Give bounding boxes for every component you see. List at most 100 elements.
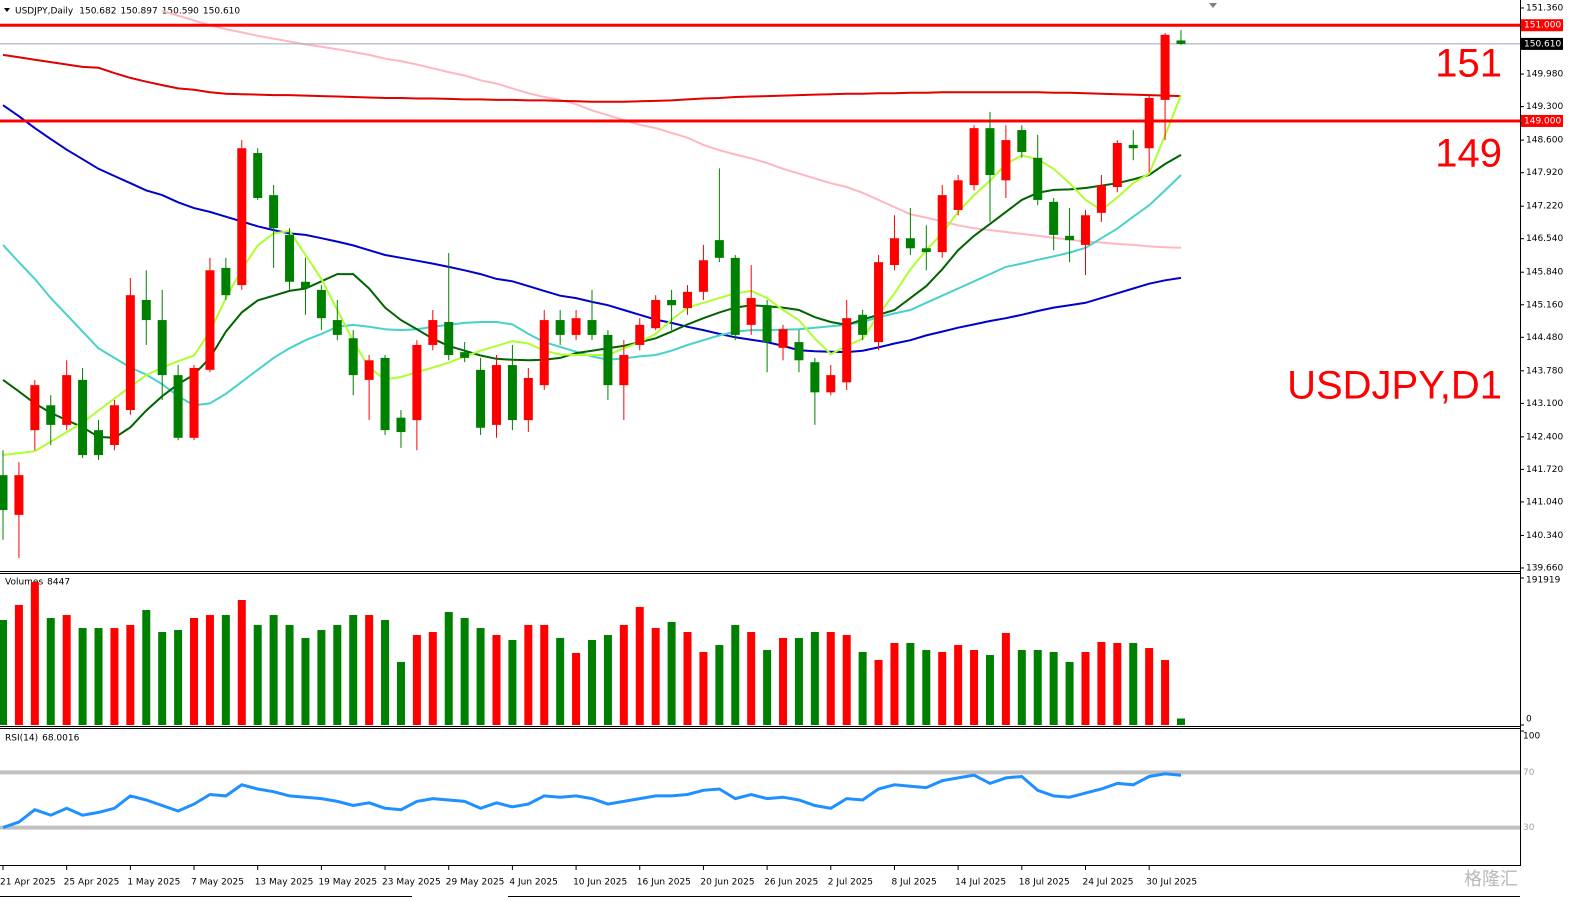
candle-body xyxy=(1001,140,1011,181)
price-plot xyxy=(0,9,1520,558)
volume-bar xyxy=(1065,661,1074,725)
annotation: 151 xyxy=(1435,42,1502,86)
volume-bar xyxy=(922,650,931,725)
menu-marker xyxy=(4,8,10,12)
volume-bar xyxy=(954,645,963,725)
volume-bar xyxy=(396,661,405,725)
y-tick-label: 145.160 xyxy=(1526,300,1563,310)
candle-body xyxy=(46,405,56,425)
candle-body xyxy=(889,238,899,266)
annotation: USDJPY,D1 xyxy=(1287,364,1502,408)
volume-bar xyxy=(683,632,692,725)
candle-body xyxy=(78,379,88,456)
x-tick-label: 16 Jun 2025 xyxy=(637,878,691,888)
candle-body xyxy=(237,148,247,286)
axis-price-label: 151.000 xyxy=(1524,21,1561,31)
candle-body xyxy=(826,375,836,393)
y-tick-label: 143.780 xyxy=(1526,366,1563,376)
volume-bar xyxy=(317,630,326,725)
shift-marker xyxy=(1209,3,1217,8)
candle-body xyxy=(1096,185,1106,213)
x-tick-label: 23 May 2025 xyxy=(382,878,441,888)
candle-body xyxy=(125,295,135,411)
y-tick-label: 145.840 xyxy=(1526,268,1563,278)
volume-bar xyxy=(540,624,549,725)
candle-body xyxy=(730,257,740,335)
volume-bar xyxy=(635,606,644,725)
volume-bar xyxy=(62,615,71,725)
y-tick-label: 0 xyxy=(1526,715,1532,725)
volume-bar xyxy=(779,637,788,725)
candle-body xyxy=(173,375,183,438)
candle-body xyxy=(300,281,310,288)
volume-bar xyxy=(190,617,199,725)
header-value: 150.610 xyxy=(203,7,240,17)
volume-bar xyxy=(572,653,581,725)
axis-price-box xyxy=(1521,19,1563,32)
volume-bar xyxy=(0,619,7,725)
candle-body xyxy=(109,405,119,445)
volume-bar xyxy=(747,632,756,725)
volume-bar xyxy=(476,628,485,725)
y-tick-label: 147.220 xyxy=(1526,202,1563,212)
candle-body xyxy=(491,365,501,425)
candle-body xyxy=(1128,144,1138,149)
candle-body xyxy=(476,369,486,428)
volume-bar xyxy=(1161,659,1170,725)
x-tick-label: 24 Jul 2025 xyxy=(1082,878,1133,888)
indicator-title: Volumes xyxy=(5,578,43,588)
header-value: 150.682 xyxy=(79,7,116,17)
volume-bar xyxy=(1113,642,1122,725)
x-tick-label: 20 Jun 2025 xyxy=(700,878,754,888)
header-value: 150.590 xyxy=(162,7,199,17)
candle-body xyxy=(842,318,852,383)
volume-bar xyxy=(269,615,278,725)
candle-body xyxy=(0,475,8,511)
candle-body xyxy=(603,334,613,386)
volume-bar xyxy=(524,624,533,725)
x-tick-label: 19 May 2025 xyxy=(318,878,377,888)
volume-bar xyxy=(205,615,214,725)
volume-bar xyxy=(221,615,230,725)
candle-body xyxy=(778,329,788,348)
volume-bar xyxy=(349,615,358,725)
candle-body xyxy=(762,305,772,343)
volume-bar xyxy=(1081,652,1090,725)
y-tick-label: 30 xyxy=(1523,823,1535,833)
indicator-value: 8447 xyxy=(47,578,70,588)
moving-average-line xyxy=(161,9,1182,249)
y-tick-label: 140.340 xyxy=(1526,531,1563,541)
volume-bar xyxy=(603,635,612,725)
x-tick-label: 8 Jul 2025 xyxy=(891,878,936,888)
x-tick-label: 26 Jun 2025 xyxy=(764,878,818,888)
volume-bar xyxy=(126,624,135,725)
x-tick-label: 25 Apr 2025 xyxy=(64,878,120,888)
volume-bar xyxy=(619,624,628,725)
y-tick-label: 191919 xyxy=(1526,576,1561,586)
volume-bar xyxy=(142,610,151,725)
y-tick-label: 149.980 xyxy=(1526,70,1563,80)
candle-body xyxy=(285,234,295,282)
x-tick-label: 1 May 2025 xyxy=(127,878,180,888)
candle-body xyxy=(921,248,931,253)
axis-price-box xyxy=(1521,37,1563,50)
candle-body xyxy=(794,342,804,361)
volume-bar xyxy=(508,639,517,725)
y-tick-label: 144.480 xyxy=(1526,333,1563,343)
volume-bar xyxy=(301,637,310,725)
candle-body xyxy=(396,417,406,433)
candle-body xyxy=(651,299,661,329)
x-tick-label: 2 Jul 2025 xyxy=(828,878,873,888)
candle-body xyxy=(364,360,374,380)
candle-body xyxy=(698,260,708,292)
candle-body xyxy=(269,195,279,229)
candle-body xyxy=(1112,142,1122,188)
candle-body xyxy=(1017,130,1027,153)
volume-bar xyxy=(428,632,437,725)
candle-body xyxy=(189,367,199,438)
candle-body xyxy=(874,262,884,343)
volume-bar xyxy=(556,637,565,725)
volume-bar xyxy=(444,612,453,725)
